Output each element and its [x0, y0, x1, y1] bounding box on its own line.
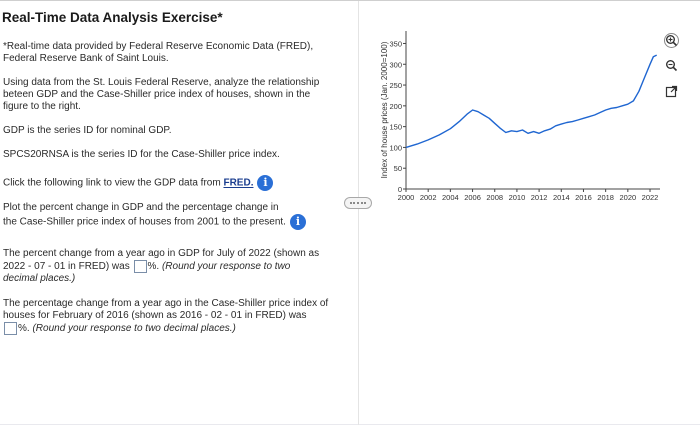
y-tick-label: 200 — [389, 102, 402, 111]
fred-link-line: Click the following link to view the GDP… — [3, 175, 343, 191]
y-tick-label: 100 — [389, 143, 402, 152]
house-price-chart: 0 50 100 150 200 250 300 350 2000 2002 2004 2006 200… — [380, 31, 660, 202]
x-tick-label: 2008 — [486, 193, 503, 202]
y-tick-label: 350 — [389, 39, 402, 48]
y-tick-label: 150 — [389, 123, 402, 132]
grip-dots-icon — [350, 202, 366, 204]
x-tick-label: 2000 — [398, 193, 415, 202]
y-tick-label: 0 — [398, 185, 402, 194]
footnote: *Real-time data provided by Federal Rese… — [3, 41, 343, 65]
question-line: houses for February of 2016 (shown as 20… — [3, 310, 307, 321]
case-shiller-series-text: SPCS20RNSA is the series ID for the Case… — [3, 149, 280, 160]
x-tick-label: 2022 — [642, 193, 659, 202]
intro-line: Using data from the St. Louis Federal Re… — [3, 77, 320, 88]
gdp-series-text: GDP is the series ID for nominal GDP. — [3, 125, 172, 136]
percent-sign: %. — [147, 261, 162, 273]
y-tick-label: 50 — [394, 164, 402, 173]
plot-line: the Case-Shiller price index of houses f… — [3, 216, 286, 228]
info-icon[interactable]: i — [257, 175, 274, 191]
round-instruction: (Round your response to two decimal plac… — [32, 323, 236, 335]
question-line: 2022 - 07 - 01 in FRED) was — [3, 261, 133, 273]
x-tick-label: 2004 — [442, 193, 459, 202]
x-tick-label: 2006 — [464, 193, 481, 202]
x-tick-label: 2018 — [597, 193, 614, 202]
y-tick-label: 250 — [389, 81, 402, 90]
x-tick-label: 2020 — [619, 193, 636, 202]
round-instruction: decimal places.) — [3, 273, 76, 285]
zoom-in-icon[interactable] — [664, 33, 679, 48]
x-tick-label: 2010 — [509, 193, 526, 202]
x-tick-label: 2012 — [531, 193, 548, 202]
gdp-answer-input[interactable] — [133, 260, 147, 273]
house-price-series-line — [405, 54, 658, 149]
fred-link[interactable]: FRED. — [223, 177, 254, 189]
question-line: The percent change from a year ago in GD… — [3, 248, 320, 259]
x-tick-label: 2014 — [553, 193, 570, 202]
panel-divider — [358, 1, 359, 425]
x-tick-label: 2002 — [420, 193, 437, 202]
intro-line: beteen GDP and the Case-Shiller price in… — [3, 89, 311, 100]
question-case-shiller: The percentage change from a year ago in… — [3, 298, 343, 335]
exercise-title: Real-Time Data Analysis Exercise* — [2, 10, 223, 25]
plot-line: Plot the percent change in GDP and the p… — [3, 202, 279, 213]
question-line: The percentage change from a year ago in… — [3, 298, 329, 309]
round-instruction: (Round your response to two — [161, 261, 291, 273]
popout-icon[interactable] — [664, 85, 679, 100]
plot-instruction: Plot the percent change in GDP and the p… — [3, 202, 343, 230]
question-gdp: The percent change from a year ago in GD… — [3, 248, 343, 285]
case-shiller-answer-input[interactable] — [4, 322, 17, 335]
link-prefix: Click the following link to view the GDP… — [3, 177, 224, 189]
info-icon[interactable]: i — [289, 214, 306, 230]
y-tick-label: 300 — [389, 60, 402, 69]
footnote-line: Federal Reserve Bank of Saint Louis. — [3, 53, 169, 64]
intro-line: figure to the right. — [3, 101, 81, 112]
intro-paragraph: Using data from the St. Louis Federal Re… — [3, 77, 343, 113]
percent-sign: %. — [18, 323, 33, 335]
x-tick-label: 2016 — [575, 193, 592, 202]
y-axis-label: Index of house prices (Jan. 2000=100) — [380, 41, 389, 178]
panel-resize-handle[interactable] — [344, 197, 372, 209]
zoom-out-icon[interactable] — [664, 59, 679, 74]
footnote-line: *Real-time data provided by Federal Rese… — [3, 41, 314, 52]
